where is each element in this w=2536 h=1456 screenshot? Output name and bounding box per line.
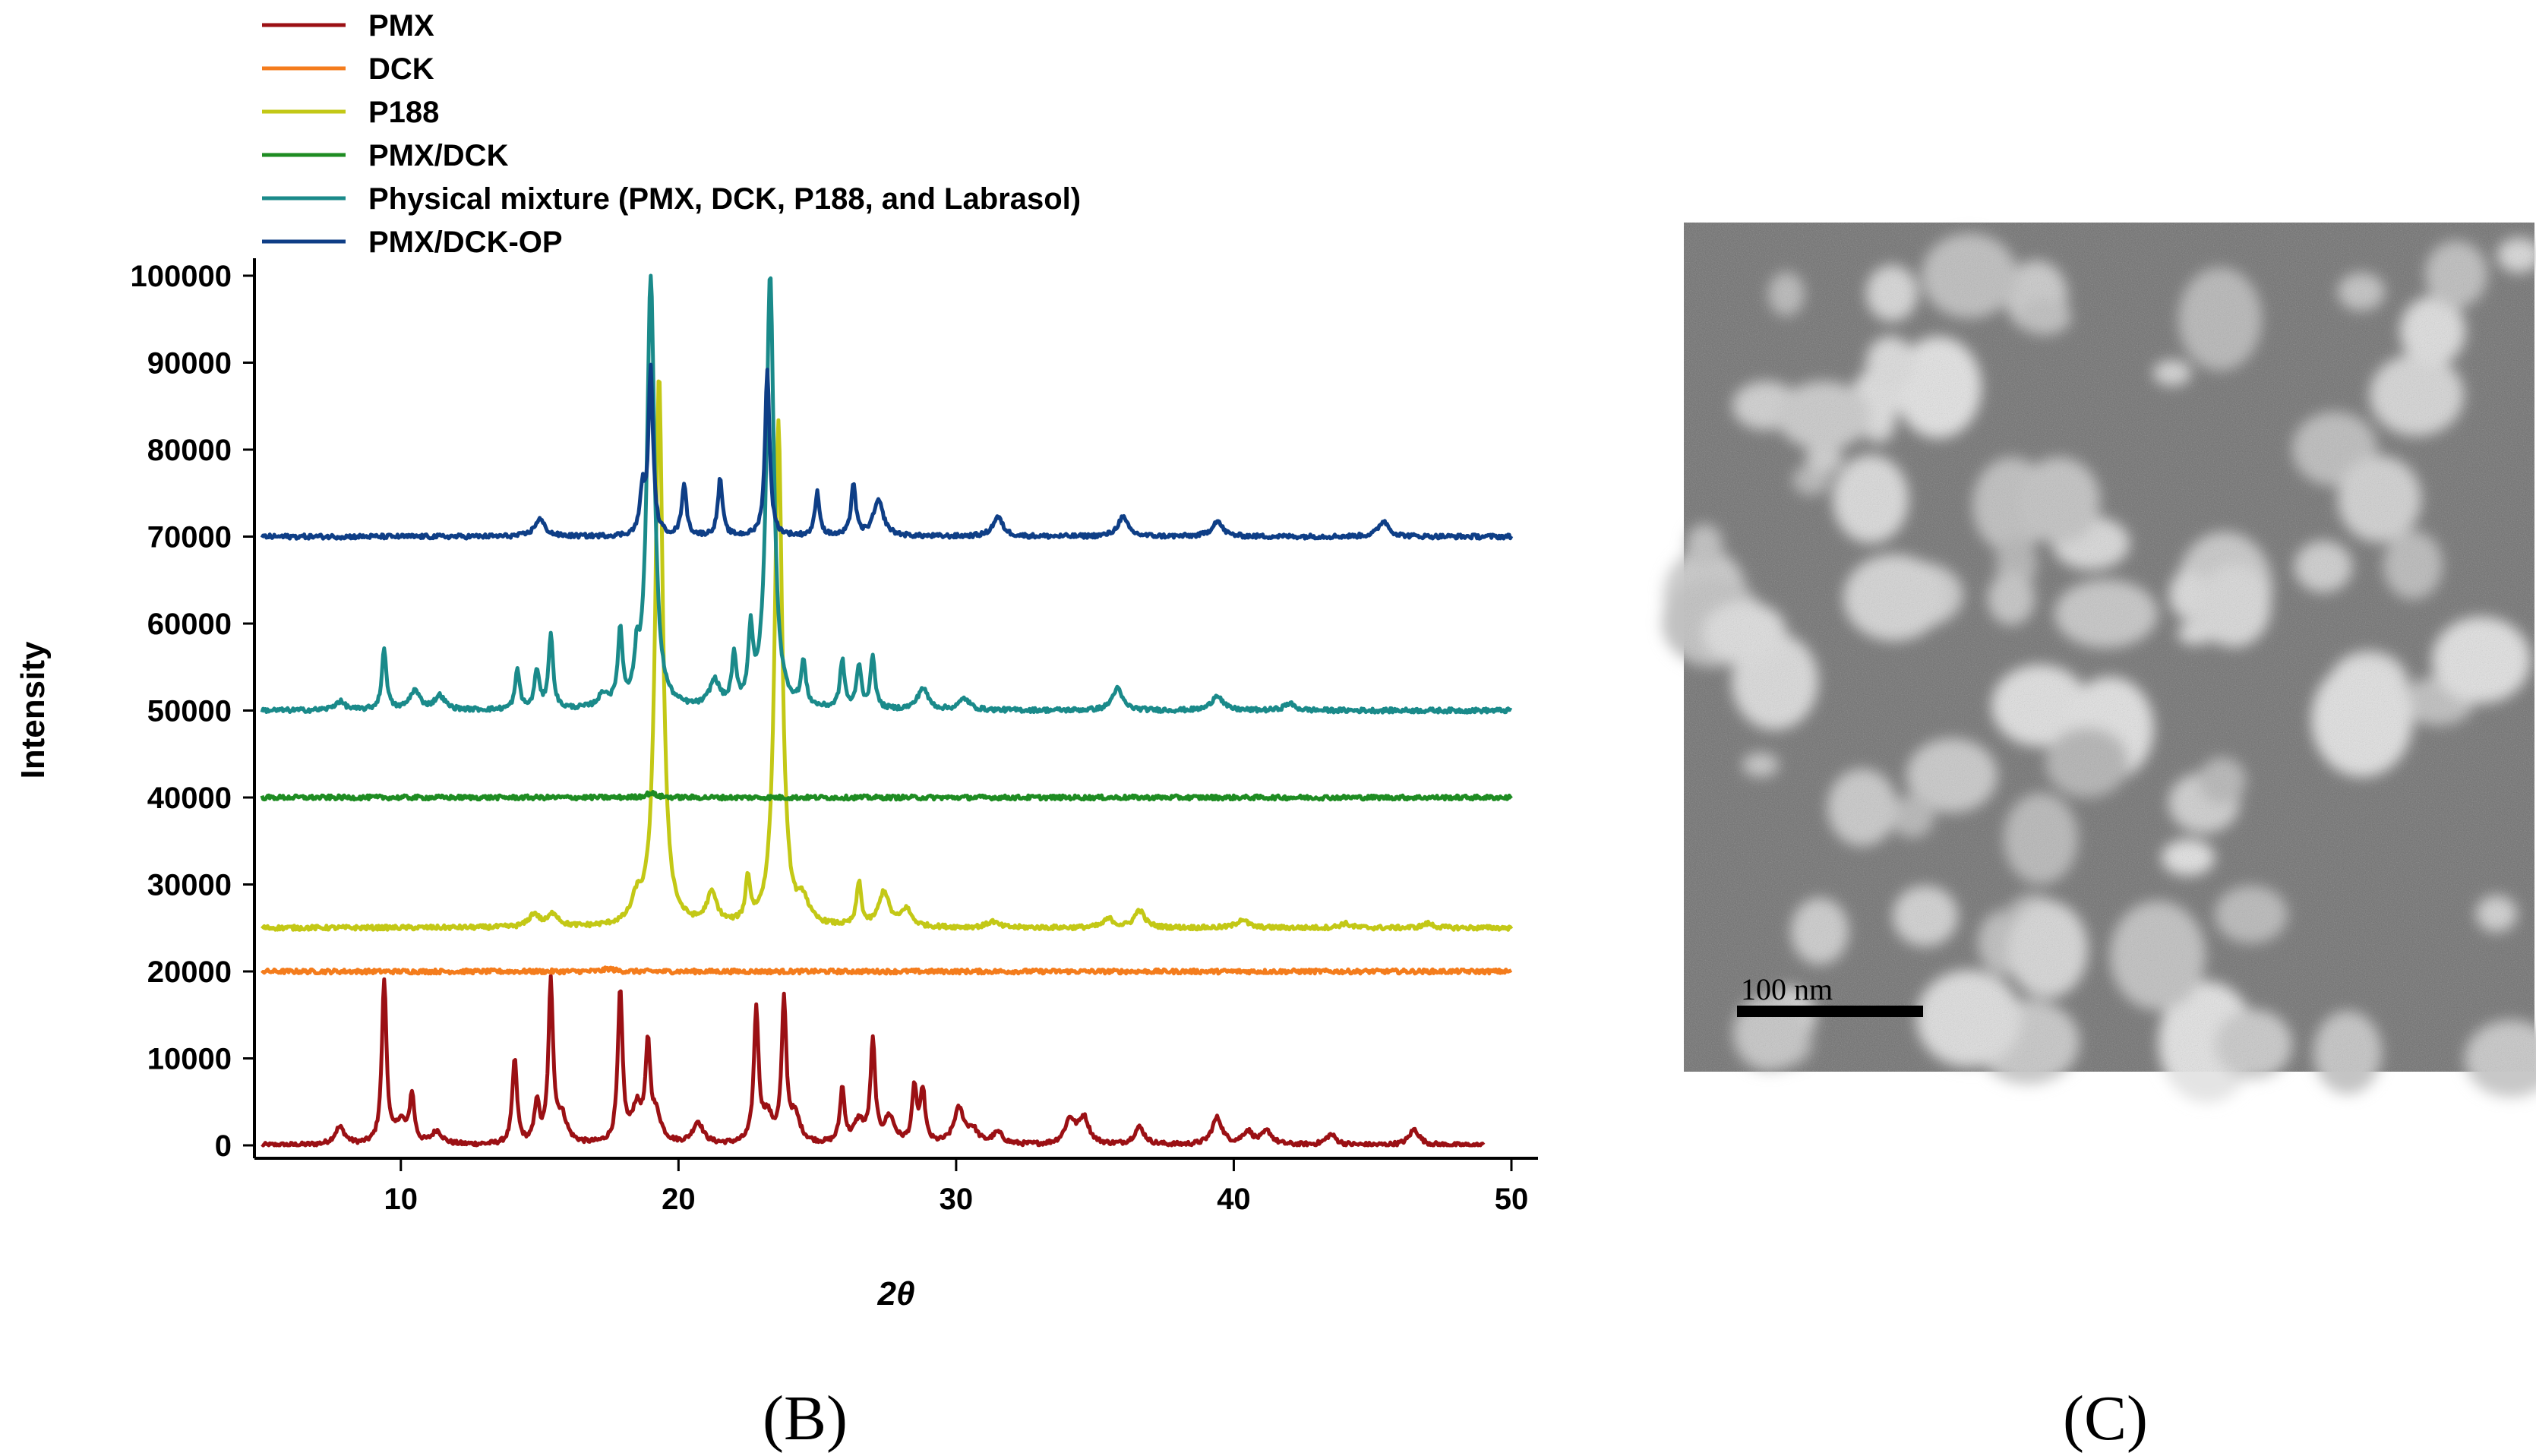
y-tick-label: 0 bbox=[215, 1129, 232, 1163]
series-line-4 bbox=[260, 273, 1513, 715]
x-tick-label: 10 bbox=[384, 1183, 418, 1216]
legend-label: PMX/DCK bbox=[368, 139, 509, 172]
legend-label: P188 bbox=[368, 96, 439, 129]
y-tick-label: 20000 bbox=[147, 955, 232, 989]
panel-label-c: (C) bbox=[2063, 1383, 2148, 1454]
y-axis-title: Intensity bbox=[14, 641, 52, 779]
xrd-chart: PMX DCK P188 PMX/DCK Physical mixture (PMX, … bbox=[14, 9, 1538, 1312]
x-axis-ticks: 10 20 30 40 50 bbox=[384, 1158, 1529, 1216]
series-line-5 bbox=[260, 362, 1514, 541]
scale-bar-label: 100 nm bbox=[1741, 972, 1833, 1006]
series-line-0 bbox=[261, 974, 1486, 1148]
x-tick-label: 30 bbox=[940, 1183, 974, 1216]
legend-label: PMX bbox=[368, 9, 434, 43]
legend: PMX DCK P188 PMX/DCK Physical mixture (PMX, … bbox=[262, 9, 1081, 259]
y-tick-label: 50000 bbox=[147, 695, 232, 728]
legend-label: PMX/DCK-OP bbox=[368, 226, 563, 259]
x-tick-label: 40 bbox=[1217, 1183, 1251, 1216]
y-tick-label: 80000 bbox=[147, 434, 232, 467]
y-tick-label: 100000 bbox=[131, 260, 232, 293]
y-tick-label: 10000 bbox=[147, 1043, 232, 1076]
tem-micrograph: 100 nm bbox=[1662, 223, 2536, 1103]
y-tick-label: 60000 bbox=[147, 608, 232, 641]
x-tick-label: 50 bbox=[1495, 1183, 1529, 1216]
x-axis-title: 2θ bbox=[876, 1275, 914, 1312]
y-tick-label: 70000 bbox=[147, 521, 232, 554]
legend-label: Physical mixture (PMX, DCK, P188, and La… bbox=[368, 182, 1081, 216]
legend-label: DCK bbox=[368, 52, 434, 86]
y-tick-label: 40000 bbox=[147, 782, 232, 815]
series-line-1 bbox=[261, 965, 1513, 976]
y-tick-label: 30000 bbox=[147, 869, 232, 902]
series-line-2 bbox=[261, 379, 1514, 932]
micrograph-noise bbox=[1684, 223, 2534, 1072]
series-line-3 bbox=[260, 790, 1513, 802]
x-tick-label: 20 bbox=[662, 1183, 696, 1216]
scale-bar bbox=[1737, 1006, 1923, 1017]
y-axis-ticks: 0 10000 20000 30000 40000 50000 60000 70000 8000… bbox=[131, 260, 254, 1163]
panel-label-b: (B) bbox=[763, 1383, 848, 1454]
y-tick-label: 90000 bbox=[147, 347, 232, 381]
series-lines bbox=[260, 273, 1514, 1148]
